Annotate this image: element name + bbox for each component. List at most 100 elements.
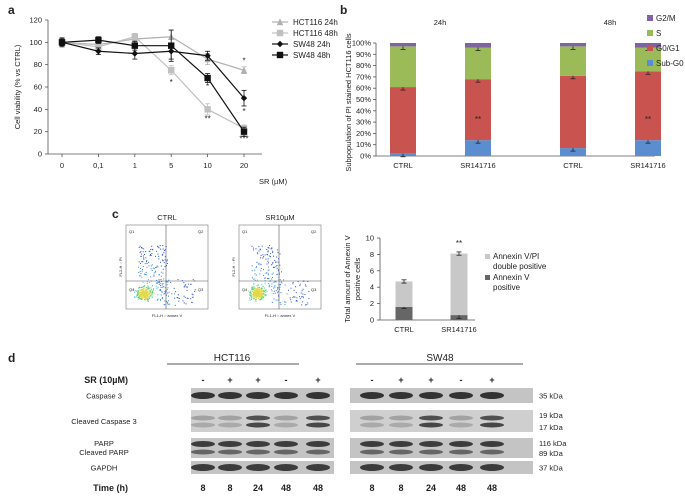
error-bar bbox=[456, 251, 462, 256]
flow-dot bbox=[280, 304, 282, 306]
blot-band bbox=[218, 449, 242, 455]
flow-dot bbox=[259, 288, 261, 290]
flow-dot bbox=[162, 283, 164, 285]
blot-band bbox=[449, 392, 473, 399]
flow-dot bbox=[136, 295, 138, 297]
flow-dot bbox=[261, 245, 263, 247]
blot-band bbox=[191, 422, 215, 428]
flow-plot-title: SR10µM bbox=[265, 213, 294, 222]
flow-dot bbox=[258, 291, 260, 293]
flow-dot bbox=[276, 264, 278, 266]
flow-dot bbox=[192, 294, 194, 296]
flow-dot bbox=[158, 283, 160, 285]
flow-dot bbox=[276, 273, 278, 275]
flow-dot bbox=[137, 294, 139, 296]
flow-dot bbox=[139, 295, 141, 297]
flow-dot bbox=[194, 289, 196, 291]
flow-dot bbox=[163, 262, 165, 264]
flow-dot bbox=[257, 296, 259, 298]
flow-dot bbox=[146, 296, 148, 298]
flow-dot bbox=[150, 287, 152, 289]
flow-dot bbox=[142, 251, 144, 253]
y-tick-label: 40% bbox=[356, 106, 371, 115]
bar-segment bbox=[395, 306, 413, 320]
flow-dot bbox=[255, 274, 257, 276]
flow-dot bbox=[260, 291, 262, 293]
flow-dot bbox=[151, 292, 153, 294]
flow-dot bbox=[260, 268, 262, 270]
legend-label-line1: Annexin V bbox=[493, 273, 530, 282]
blot-band bbox=[274, 415, 298, 421]
legend-entry: Sub-G0 bbox=[647, 59, 684, 68]
flow-dot bbox=[251, 293, 253, 295]
flow-dot bbox=[306, 304, 308, 306]
flow-dot bbox=[295, 292, 297, 294]
flow-dot bbox=[257, 295, 259, 297]
flow-dot bbox=[256, 294, 258, 296]
kda-label: 37 kDa bbox=[539, 464, 564, 473]
quadrant-label: Q1 bbox=[242, 229, 248, 234]
flow-dot bbox=[151, 245, 153, 247]
flow-dot bbox=[143, 257, 145, 259]
flow-dot bbox=[166, 284, 168, 286]
flow-dot bbox=[260, 295, 262, 297]
flow-dot bbox=[290, 299, 292, 301]
flow-dot bbox=[148, 288, 150, 290]
kda-label: 17 kDa bbox=[539, 423, 564, 432]
flow-dot bbox=[141, 247, 143, 249]
flow-dot bbox=[138, 287, 140, 289]
flow-dot bbox=[251, 277, 253, 279]
stacked-bar bbox=[635, 43, 661, 156]
flow-dot bbox=[184, 284, 186, 286]
flow-dot bbox=[258, 286, 260, 288]
flow-dot bbox=[255, 288, 257, 290]
flow-dot bbox=[260, 296, 262, 298]
flow-dot bbox=[160, 271, 162, 273]
flow-dot bbox=[252, 278, 254, 280]
legend-label-line1: Annexin V/PI bbox=[493, 252, 539, 261]
flow-dot bbox=[182, 300, 184, 302]
flow-dot bbox=[159, 299, 161, 301]
flow-dot bbox=[254, 288, 256, 290]
flow-dot bbox=[140, 251, 142, 253]
flow-dot bbox=[187, 297, 189, 299]
flow-dot bbox=[254, 291, 256, 293]
flow-dot bbox=[260, 293, 262, 295]
flow-dot bbox=[290, 287, 292, 289]
flow-plot-title: CTRL bbox=[157, 213, 177, 222]
flow-dot bbox=[255, 289, 257, 291]
flow-dot bbox=[254, 293, 256, 295]
row-label: Caspase 3 bbox=[86, 392, 122, 401]
data-point bbox=[240, 128, 248, 135]
blot-band bbox=[419, 441, 443, 447]
flow-dot bbox=[145, 289, 147, 291]
flow-dot bbox=[149, 290, 151, 292]
y-tick-label: 20 bbox=[34, 127, 42, 136]
flow-dot bbox=[252, 294, 254, 296]
legend-label: S bbox=[656, 29, 661, 38]
blot-band bbox=[480, 449, 504, 455]
legend-label: SW48 24h bbox=[293, 40, 330, 49]
data-point bbox=[168, 67, 175, 74]
flow-dot bbox=[302, 297, 304, 299]
flow-dot bbox=[260, 263, 262, 265]
flow-dot bbox=[253, 292, 255, 294]
flow-dot bbox=[142, 294, 144, 296]
flow-dot bbox=[270, 248, 272, 250]
flow-dot bbox=[155, 255, 157, 257]
blot-band bbox=[389, 392, 413, 399]
flow-dot bbox=[134, 296, 136, 298]
blot-band bbox=[191, 392, 215, 399]
flow-dot bbox=[138, 291, 140, 293]
flow-dot bbox=[140, 295, 142, 297]
flow-dot bbox=[142, 290, 144, 292]
flow-dot bbox=[258, 246, 260, 248]
data-point bbox=[58, 39, 66, 46]
flow-dot bbox=[267, 278, 269, 280]
legend-swatch bbox=[647, 30, 653, 36]
flow-dot bbox=[257, 297, 259, 299]
blot-band bbox=[218, 392, 242, 399]
flow-dot bbox=[258, 250, 260, 252]
flow-dot bbox=[162, 286, 164, 288]
